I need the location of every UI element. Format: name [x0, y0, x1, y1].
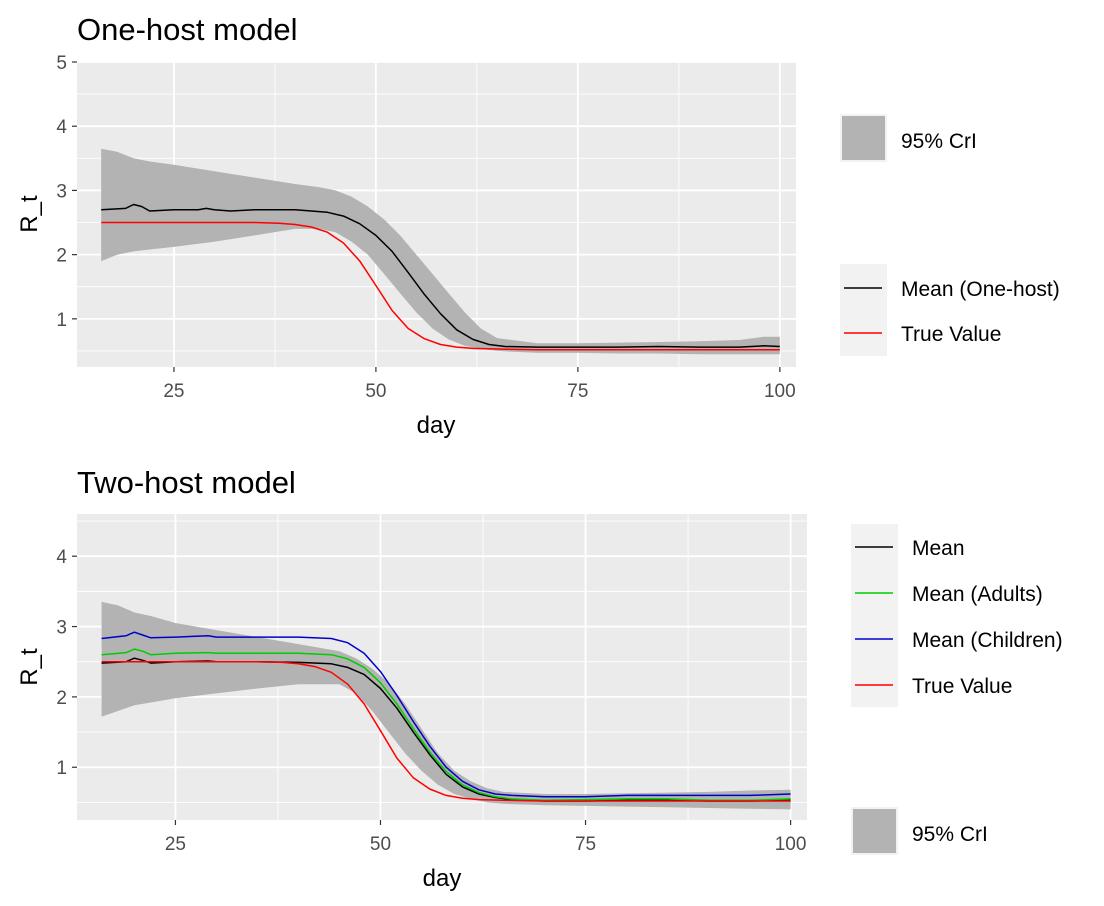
two-host-legend-children-label: Mean (Children) [912, 629, 1063, 652]
two-host-y-ticks: 1 2 3 4 [56, 547, 77, 779]
one-host-legend-ribbon-label: 95% CrI [901, 130, 977, 153]
two-host-legend-true-label: True Value [912, 675, 1012, 698]
one-host-legend-true-label: True Value [901, 323, 1001, 346]
two-host-y-tick-label: 3 [56, 618, 67, 639]
one-host-y-ticks: 1 2 3 4 5 [56, 53, 77, 331]
one-host-y-tick-label: 4 [56, 117, 67, 138]
one-host-credible-interval [101, 148, 780, 355]
one-host-y-axis-title: R_t [16, 195, 43, 233]
one-host-legend-lines-bg [840, 264, 887, 356]
two-host-x-ticks: 25 50 75 100 [165, 820, 807, 855]
two-host-x-tick-label: 50 [370, 834, 391, 855]
one-host-panel: One-host model 1 2 3 4 5 25 50 75 100 day R_t 9… [16, 12, 1060, 439]
two-host-gridlines [77, 514, 807, 820]
one-host-y-tick-label: 5 [56, 53, 67, 74]
two-host-x-tick-label: 100 [775, 834, 807, 855]
two-host-y-tick-label: 4 [56, 547, 67, 568]
one-host-title: One-host model [77, 12, 298, 47]
two-host-y-tick-label: 2 [56, 688, 67, 709]
two-host-y-tick-label: 1 [56, 758, 67, 779]
one-host-line-true-value [101, 221, 780, 351]
one-host-x-ticks: 25 50 75 100 [163, 367, 796, 402]
one-host-y-tick-label: 1 [56, 310, 67, 331]
two-host-panel: Two-host model 1 2 3 4 25 50 75 100 day R_t Me… [16, 465, 1063, 892]
two-host-x-tick-label: 25 [165, 834, 186, 855]
two-host-x-axis-title: day [423, 865, 462, 892]
two-host-line-mean-children [101, 631, 791, 798]
two-host-y-axis-title: R_t [16, 648, 43, 686]
two-host-legend-ribbon-swatch [853, 809, 896, 853]
two-host-legend-adults-label: Mean (Adults) [912, 583, 1043, 606]
one-host-x-tick-label: 25 [163, 381, 184, 402]
one-host-y-tick-label: 2 [56, 246, 67, 267]
two-host-legend-ribbon-label: 95% CrI [912, 823, 988, 846]
two-host-x-tick-label: 75 [575, 834, 596, 855]
two-host-title: Two-host model [77, 465, 296, 500]
two-host-line-mean-adults [101, 648, 791, 802]
two-host-series-lines [101, 631, 791, 802]
two-host-legend-lines-bg [851, 524, 898, 707]
one-host-ribbon-95-cri [101, 148, 780, 355]
one-host-x-tick-label: 75 [567, 381, 588, 402]
two-host-legend-mean-label: Mean [912, 537, 965, 560]
one-host-x-tick-label: 50 [365, 381, 386, 402]
two-host-line-true-value [101, 660, 791, 802]
one-host-x-axis-title: day [417, 412, 456, 439]
one-host-legend-mean-label: Mean (One-host) [901, 278, 1060, 301]
one-host-y-tick-label: 3 [56, 181, 67, 202]
one-host-x-tick-label: 100 [764, 381, 796, 402]
one-host-legend-ribbon-swatch [842, 116, 885, 160]
one-host-line-mean-one-host [101, 203, 780, 348]
one-host-series-lines [101, 203, 780, 351]
